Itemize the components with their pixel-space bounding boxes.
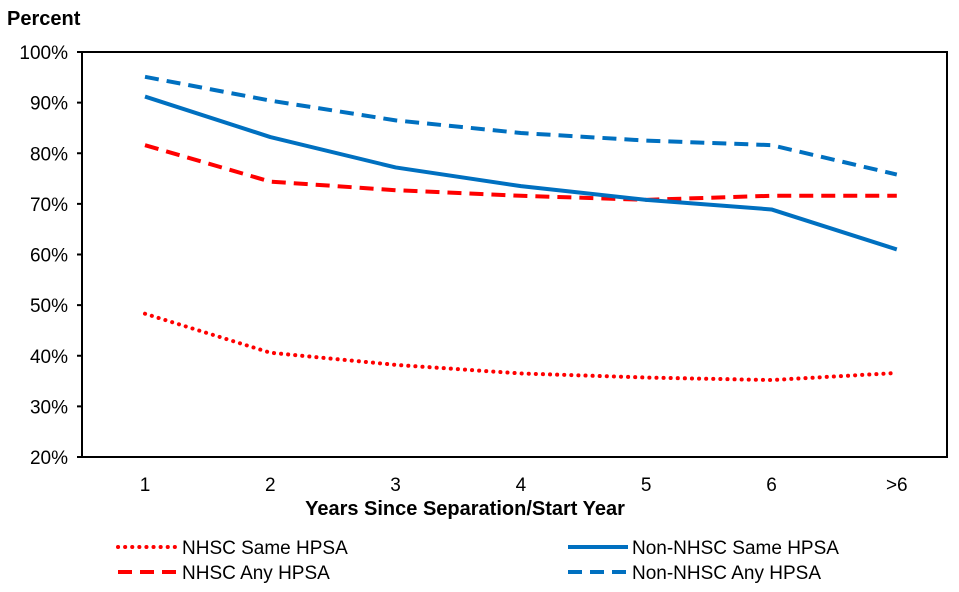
x-tick-label: 5	[641, 475, 652, 496]
y-tick-label: 50%	[30, 296, 68, 317]
x-tick-label: >6	[886, 475, 908, 496]
x-tick-label: 3	[390, 475, 401, 496]
series-line-0	[145, 314, 897, 380]
legend-label: Non-NHSC Same HPSA	[632, 538, 839, 559]
y-tick-label: 90%	[30, 94, 68, 115]
series-line-1	[145, 145, 897, 200]
legend-label: NHSC Any HPSA	[182, 563, 330, 584]
y-tick-label: 70%	[30, 195, 68, 216]
x-tick-label: 6	[766, 475, 777, 496]
y-tick-label: 80%	[30, 144, 68, 165]
y-tick-label: 20%	[30, 448, 68, 469]
y-tick-label: 100%	[19, 43, 68, 64]
series-line-3	[145, 77, 897, 175]
y-tick-label: 40%	[30, 347, 68, 368]
x-tick-label: 1	[140, 475, 151, 496]
x-tick-label: 4	[516, 475, 527, 496]
plot-area	[82, 52, 947, 457]
y-axis-title: Percent	[7, 8, 81, 30]
y-tick-label: 60%	[30, 246, 68, 267]
y-tick-label: 30%	[30, 397, 68, 418]
x-tick-label: 2	[265, 475, 276, 496]
x-axis-title: Years Since Separation/Start Year	[305, 498, 625, 520]
legend-label: NHSC Same HPSA	[182, 538, 348, 559]
series-line-2	[145, 97, 897, 250]
legend-label: Non-NHSC Any HPSA	[632, 563, 821, 584]
